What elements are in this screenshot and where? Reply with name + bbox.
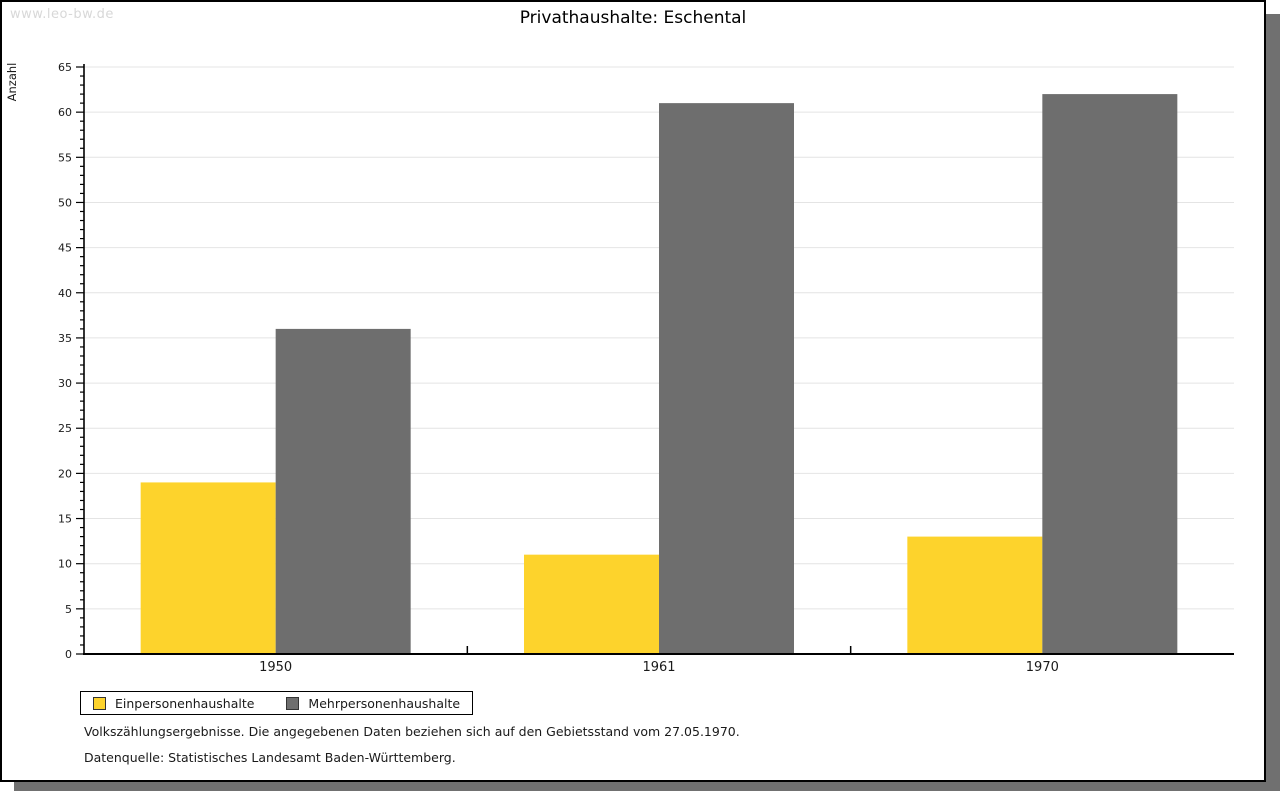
bar-mehrpersonenhaushalte-1961 (659, 103, 794, 655)
bar-einpersonenhaushalte-1950 (140, 482, 276, 654)
legend-swatch-mehrpersonenhaushalte (286, 696, 300, 710)
footer-note-source: Datenquelle: Statistisches Landesamt Bad… (84, 750, 456, 765)
x-tick-label: 1970 (1026, 660, 1059, 675)
x-tick-label: 1961 (642, 660, 675, 675)
bar-einpersonenhaushalte-1970 (907, 536, 1043, 654)
y-tick-label: 50 (58, 196, 72, 209)
page-title: Privathaushalte: Eschental (519, 8, 747, 28)
chart-plot: 0 5 10 15 20 25 30 35 40 45 50 55 60 65 1950 1961 1970 (58, 61, 1234, 675)
x-tick-label: 1950 (259, 660, 292, 675)
y-tick-label: 30 (58, 377, 72, 390)
y-tick-label: 35 (58, 332, 72, 345)
y-tick-label: 40 (58, 287, 72, 300)
legend-item-einpersonenhaushalte: Einpersonenhaushalte (93, 696, 254, 711)
y-tick-label: 60 (58, 106, 72, 119)
footer-notes: Volkszählungsergebnisse. Die angegebenen… (84, 724, 740, 776)
y-tick-label: 15 (58, 513, 72, 526)
watermark: www.leo-bw.de (10, 7, 114, 22)
chart-frame: www.leo-bw.de Privathaushalte: Eschental… (0, 0, 1266, 782)
legend-swatch-einpersonenhaushalte (93, 696, 106, 710)
footer-note-census: Volkszählungsergebnisse. Die angegebenen… (84, 724, 740, 739)
legend-label: Einpersonenhaushalte (115, 695, 255, 711)
y-tick-label: 5 (65, 603, 72, 616)
y-tick-label: 20 (58, 467, 72, 480)
y-tick-label: 0 (65, 648, 72, 661)
y-tick-label: 10 (58, 558, 72, 571)
y-tick-label: 45 (58, 242, 72, 255)
legend: Einpersonenhaushalte Mehrpersonenhaushal… (80, 691, 474, 715)
y-tick-label: 55 (58, 151, 72, 164)
legend-item-mehrpersonenhaushalte: Mehrpersonenhaushalte (286, 696, 460, 711)
y-tick-label: 65 (58, 61, 72, 74)
bar-mehrpersonenhaushalte-1950 (275, 328, 411, 654)
bar-mehrpersonenhaushalte-1970 (1042, 94, 1178, 655)
legend-label: Mehrpersonenhaushalte (308, 695, 461, 711)
bar-einpersonenhaushalte-1961 (524, 554, 659, 654)
y-tick-label: 25 (58, 422, 72, 435)
y-axis-label: Anzahl (5, 63, 19, 102)
chart-svg: 0 5 10 15 20 25 30 35 40 45 50 55 60 65 1950 1961 1970 A… (5, 61, 1234, 675)
